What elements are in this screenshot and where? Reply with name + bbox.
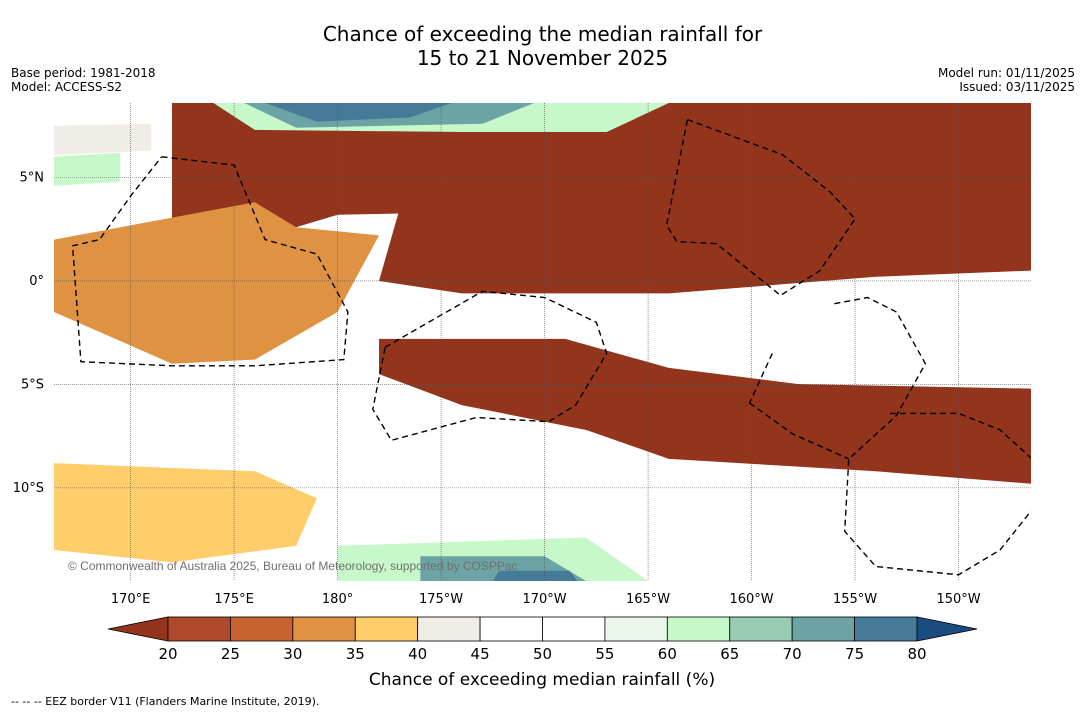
x-tick-label: 180°	[322, 592, 353, 607]
colorbar-swatch	[729, 616, 793, 642]
eez-border-5	[749, 402, 850, 460]
colorbar-tick-label: 50	[533, 645, 552, 663]
eez-border-6	[748, 353, 773, 404]
rainfall-region-9	[492, 570, 578, 581]
x-tick-label: 175°W	[419, 592, 463, 607]
colorbar-swatch	[604, 616, 668, 642]
rainfall-region-13	[782, 299, 897, 325]
colorbar-tick-label: 70	[783, 645, 802, 663]
colorbar-tick-label: 75	[845, 645, 864, 663]
colorbar-tick-label: 25	[221, 645, 240, 663]
rainfall-region-1	[379, 181, 1031, 294]
x-tick-label: 155°W	[833, 592, 877, 607]
x-tick-label: 150°W	[936, 592, 980, 607]
colorbar-tick-label: 45	[471, 645, 490, 663]
eez-border-3	[834, 296, 1031, 576]
eez-border-4	[890, 412, 1031, 459]
base-period: Base period: 1981-2018	[11, 66, 156, 80]
eez-border-note: -- -- -- EEZ border V11 (Flanders Marine…	[11, 695, 320, 708]
colorbar-swatch	[292, 616, 356, 642]
colorbar-swatch	[542, 616, 606, 642]
x-tick-label: 160°W	[729, 592, 773, 607]
colorbar-swatch	[666, 616, 731, 642]
colorbar-label: Chance of exceeding median rainfall (%)	[369, 670, 715, 690]
colorbar-swatch	[791, 616, 855, 642]
colorbar-swatch	[854, 616, 918, 642]
colorbar-tick-label: 40	[408, 645, 427, 663]
rainfall-region-12	[265, 103, 452, 122]
colorbar-tick-label: 80	[907, 645, 926, 663]
rainfall-region-14	[54, 123, 152, 155]
colorbar-tick-label: 60	[658, 645, 677, 663]
x-tick-label: 170°E	[111, 592, 151, 607]
rainfall-region-15	[54, 152, 121, 186]
colorbar-swatch	[354, 616, 419, 642]
colorbar-tick-label: 55	[595, 645, 614, 663]
colorbar-swatch	[417, 616, 481, 642]
colorbar-swatch	[230, 616, 294, 642]
colorbar-swatch	[167, 616, 231, 642]
rainfall-region-4	[379, 338, 1031, 461]
colorbar-swatch	[479, 616, 543, 642]
issued-date: Issued: 03/11/2025	[959, 80, 1075, 94]
model-name: Model: ACCESS-S2	[11, 80, 123, 94]
x-tick-label: 170°W	[522, 592, 566, 607]
colorbar-tick-label: 65	[720, 645, 739, 663]
colorbar-tick-label: 20	[158, 645, 177, 663]
x-tick-label: 175°E	[214, 592, 254, 607]
chart-title-line2: 15 to 21 November 2025	[416, 46, 669, 70]
colorbar-under-arrow	[107, 616, 169, 642]
colorbar-over-arrow	[916, 616, 978, 642]
eez-border-1	[372, 290, 608, 442]
copyright-text: © Commonwealth of Australia 2025, Bureau…	[68, 559, 518, 573]
colorbar-tick-label: 30	[283, 645, 302, 663]
eez-border-0	[71, 156, 349, 367]
rainfall-region-3	[54, 202, 379, 364]
rainfall-region-0	[172, 103, 1031, 281]
y-tick-label: 5°S	[21, 377, 44, 392]
y-tick-label: 5°N	[20, 170, 45, 185]
model-run: Model run: 01/11/2025	[937, 66, 1075, 80]
y-tick-label: 0°	[29, 274, 44, 289]
x-tick-label: 165°W	[626, 592, 670, 607]
eez-border-2	[665, 118, 856, 297]
y-tick-label: 10°S	[13, 481, 44, 496]
colorbar-tick-label: 35	[346, 645, 365, 663]
rainfall-region-6	[54, 463, 317, 563]
chart-title-line1: Chance of exceeding the median rainfall …	[322, 22, 763, 46]
